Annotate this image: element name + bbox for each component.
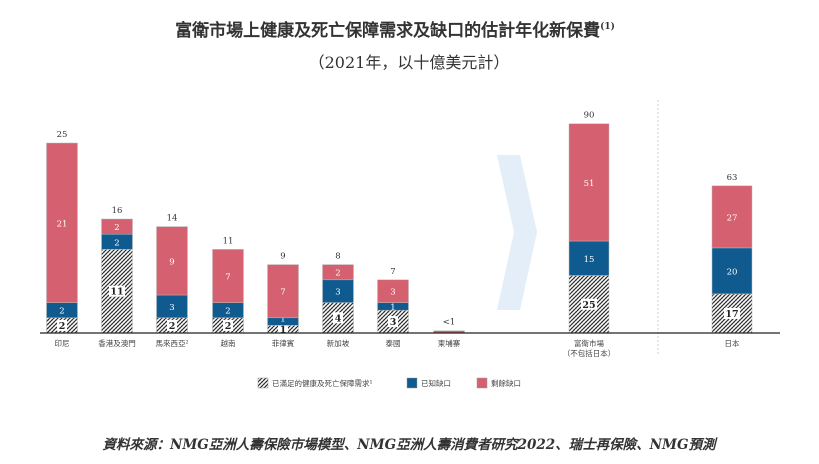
legend-swatch bbox=[406, 377, 418, 389]
segment-label: 9 bbox=[169, 257, 174, 267]
legend: 已滿足的健康及死亡保障需求¹ 已知缺口 剩餘缺口 bbox=[257, 377, 521, 389]
total-label: 16 bbox=[112, 206, 123, 216]
segment-label: 1 bbox=[390, 303, 395, 313]
category-label: 香港及澳門 bbox=[98, 338, 136, 348]
label-bg bbox=[333, 312, 343, 324]
total-label: 90 bbox=[584, 111, 595, 121]
arrow-icon bbox=[497, 155, 537, 310]
legend-swatch bbox=[257, 377, 269, 389]
category-label: 印尼 bbox=[55, 339, 70, 348]
segment-label: 4 bbox=[335, 313, 342, 324]
segment-remaining_gap bbox=[101, 218, 133, 235]
category-label: 新加坡 bbox=[327, 338, 350, 348]
segment-label: 11 bbox=[110, 287, 123, 298]
segment-remaining_gap bbox=[322, 264, 354, 281]
total-label: 7 bbox=[390, 267, 395, 277]
label-bg bbox=[388, 316, 398, 328]
segment-label: 15 bbox=[584, 255, 595, 265]
bar-新加坡: 4 3 2 8 新加坡 bbox=[322, 252, 354, 348]
bar-日本: 17 20 27 63 日本 bbox=[711, 173, 753, 348]
chart-title: 富衛市場上健康及死亡保障需求及缺口的估計年化新保費(1) bbox=[175, 20, 615, 41]
label-bg bbox=[109, 285, 125, 297]
segment-label: 51 bbox=[584, 179, 595, 189]
bar-泰國: 3 1 3 7 泰國 bbox=[377, 267, 409, 348]
segment-label: 2 bbox=[59, 307, 64, 317]
total-label: 14 bbox=[167, 214, 178, 224]
label-bg bbox=[223, 319, 233, 331]
category-label: 菲律賓 bbox=[272, 338, 295, 348]
segment-label: 2 bbox=[59, 321, 66, 332]
segment-label: 3 bbox=[335, 288, 340, 298]
segment-remaining_gap bbox=[46, 142, 78, 303]
segment-label: 1 bbox=[280, 315, 285, 325]
source-note: 資料來源：NMG亞洲人壽保險市場模型、NMG亞洲人壽消費者研究2022、瑞士再保… bbox=[102, 437, 718, 453]
segment-label: 7 bbox=[280, 288, 285, 298]
bar-香港及澳門: 11 2 2 16 香港及澳門 bbox=[98, 206, 136, 348]
category-label-line2: （不包括日本） bbox=[563, 348, 616, 358]
segment-label: 2 bbox=[225, 307, 230, 317]
segment-remaining_gap bbox=[212, 249, 244, 303]
total-label: 8 bbox=[335, 252, 340, 262]
segment-label: 2 bbox=[114, 223, 119, 233]
label-bg bbox=[57, 319, 67, 331]
segment-label: 2 bbox=[169, 321, 176, 332]
segment-label: 2 bbox=[225, 321, 232, 332]
legend-label: 已滿足的健康及死亡保障需求¹ bbox=[272, 378, 373, 388]
category-label: 馬來西亞² bbox=[155, 339, 188, 348]
bar-富衛市場: 25 15 51 90 富衛市場（不包括日本） bbox=[563, 111, 616, 358]
segment-known_gap bbox=[568, 240, 610, 276]
total-label: 25 bbox=[57, 130, 68, 140]
label-bg bbox=[278, 323, 288, 335]
segment-label: 3 bbox=[390, 288, 395, 298]
legend-label: 剩餘缺口 bbox=[491, 378, 521, 388]
segment-label: 21 bbox=[57, 219, 68, 229]
legend-swatch bbox=[476, 377, 488, 389]
segment-remaining_gap bbox=[377, 279, 409, 303]
legend-item-remaining_gap: 剩餘缺口 bbox=[476, 377, 521, 389]
category-label: 富衛市場 bbox=[574, 338, 604, 348]
chart-subtitle: （2021年，以十億美元計） bbox=[309, 53, 510, 72]
segment-label: 2 bbox=[114, 238, 119, 248]
legend-item-known_gap: 已知缺口 bbox=[406, 377, 451, 389]
total-label: <1 bbox=[443, 318, 456, 328]
segment-known_gap bbox=[711, 247, 753, 295]
segment-remaining_gap bbox=[711, 185, 753, 249]
segment-label: 7 bbox=[225, 273, 230, 283]
segment-label: 3 bbox=[169, 303, 174, 313]
category-label: 日本 bbox=[725, 338, 740, 348]
segment-label: 20 bbox=[727, 267, 738, 277]
segment-remaining_gap bbox=[156, 226, 188, 296]
segment-remaining_gap bbox=[267, 264, 299, 319]
segment-remaining_gap bbox=[568, 123, 610, 242]
bar-越南: 2 2 7 11 越南 bbox=[212, 236, 244, 348]
category-label: 越南 bbox=[221, 338, 236, 348]
legend-label: 已知缺口 bbox=[421, 378, 451, 388]
bar-印尼: 2 2 21 25 印尼 bbox=[46, 130, 78, 348]
category-label: 泰國 bbox=[386, 338, 401, 348]
total-label: 63 bbox=[727, 173, 738, 183]
total-label: 9 bbox=[280, 252, 285, 262]
segment-label: 25 bbox=[582, 300, 595, 311]
title-footnote: (1) bbox=[600, 21, 615, 32]
segment-label: 27 bbox=[727, 213, 738, 223]
total-label: 11 bbox=[223, 236, 234, 246]
segment-label: 17 bbox=[725, 309, 738, 320]
label-bg bbox=[581, 298, 597, 310]
label-bg bbox=[724, 307, 740, 319]
segment-label: 1 bbox=[280, 325, 287, 336]
label-bg bbox=[167, 319, 177, 331]
segment-label: 3 bbox=[390, 317, 397, 328]
bar-菲律賓: 11 7 9 菲律賓 bbox=[267, 252, 299, 348]
segment-label: 2 bbox=[335, 269, 340, 279]
category-label: 柬埔寨 bbox=[438, 338, 461, 348]
legend-item-met: 已滿足的健康及死亡保障需求¹ bbox=[257, 377, 373, 389]
bar-馬來西亞²: 2 3 9 14 馬來西亞² bbox=[155, 214, 188, 348]
